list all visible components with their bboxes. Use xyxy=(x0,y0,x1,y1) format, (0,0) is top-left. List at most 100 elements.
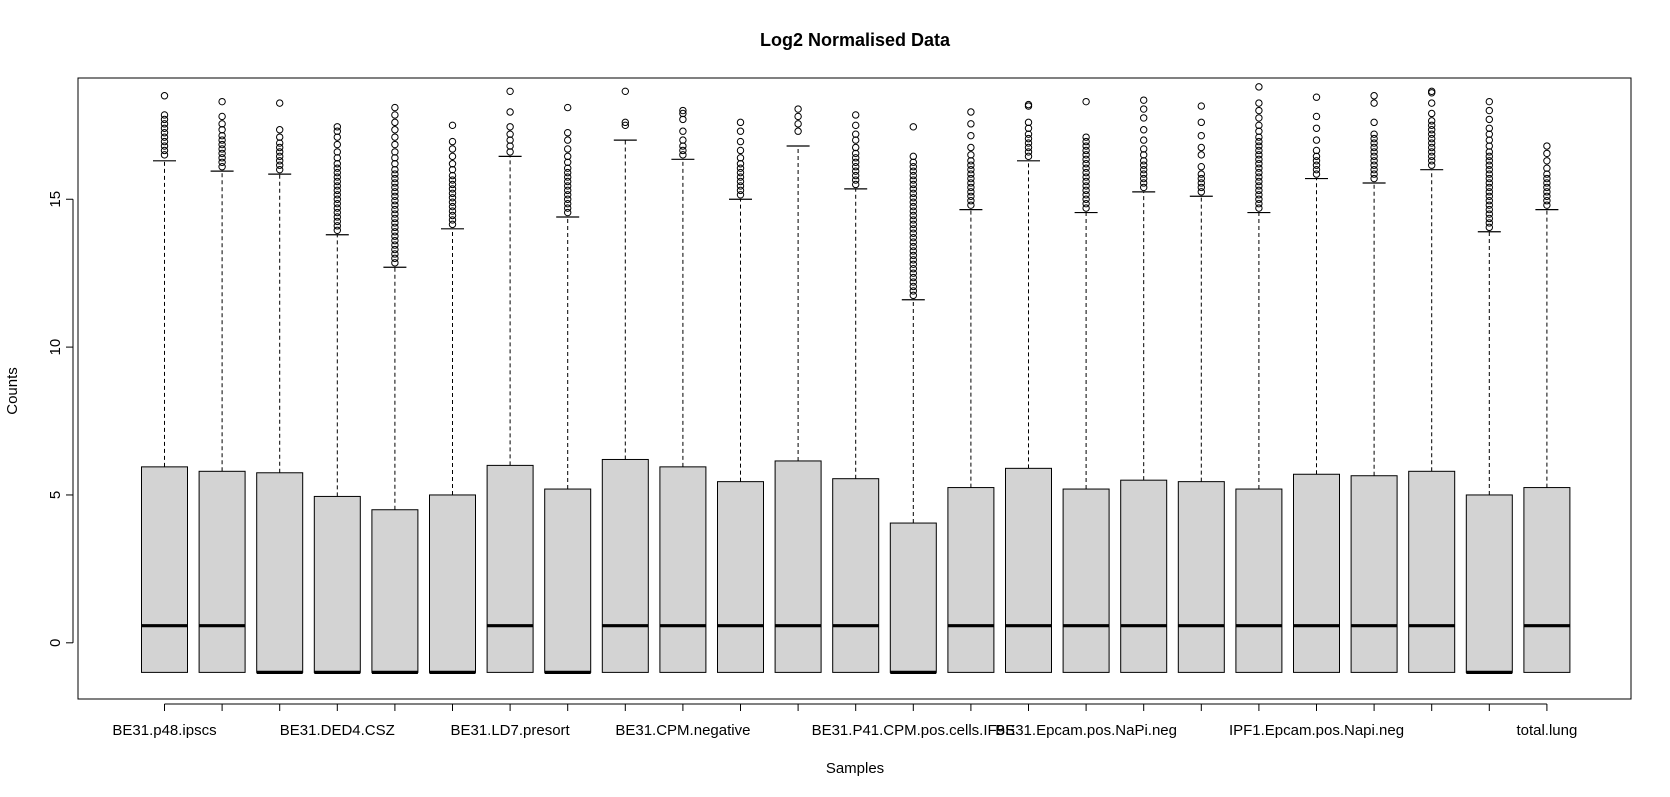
box-rect xyxy=(601,458,649,673)
box-1 xyxy=(141,92,188,673)
outlier-point xyxy=(1428,152,1436,161)
outlier-point xyxy=(1024,139,1033,147)
outlier-point xyxy=(448,176,457,184)
box-rect xyxy=(1177,481,1225,673)
outlier-point xyxy=(218,163,226,171)
outlier-point xyxy=(1255,204,1263,212)
y-axis: 0 5 10 15 xyxy=(47,191,74,647)
outlier-point xyxy=(1485,179,1494,187)
outlier-point xyxy=(1255,182,1263,190)
outlier-point xyxy=(794,120,802,128)
outlier-point xyxy=(1082,155,1090,164)
box-rect xyxy=(947,487,995,673)
x-tick-label: BE31.p48.ipscs xyxy=(112,722,216,739)
outlier-point xyxy=(1255,142,1263,150)
outlier-point xyxy=(679,146,687,155)
box-rect xyxy=(1235,488,1283,673)
x-tick-label: IPF1.Epcam.pos.Napi.neg xyxy=(1229,722,1404,739)
outlier-point xyxy=(1428,139,1436,147)
x-tick-label: BE31.LD7.presort xyxy=(450,722,570,739)
outlier-point xyxy=(1140,136,1148,144)
y-axis-title: Counts xyxy=(4,367,21,415)
box-rect xyxy=(544,488,592,673)
outlier-point xyxy=(448,145,457,153)
box-rect xyxy=(1523,487,1571,673)
outlier-point xyxy=(1543,183,1551,192)
outlier-point xyxy=(1082,137,1090,146)
outlier-point xyxy=(909,251,917,260)
outlier-point xyxy=(1428,161,1436,169)
outlier-point xyxy=(1024,148,1033,156)
outlier-point xyxy=(1197,131,1206,140)
outlier-point xyxy=(218,120,226,128)
box-23 xyxy=(1408,87,1456,673)
outlier-point xyxy=(1428,143,1436,152)
outlier-point xyxy=(506,123,514,131)
outlier-point xyxy=(391,126,399,134)
outlier-point xyxy=(1428,87,1436,96)
outlier-point xyxy=(736,182,745,190)
outlier-point xyxy=(448,194,457,202)
outlier-point xyxy=(1255,151,1263,159)
x-tick-label: BE31.CPM.negative xyxy=(615,722,750,739)
box-rect xyxy=(774,460,822,673)
outlier-point xyxy=(736,177,745,186)
outlier-point xyxy=(1255,164,1263,172)
outlier-point xyxy=(564,173,572,181)
outlier-point xyxy=(1543,142,1551,150)
outlier-point xyxy=(1140,96,1148,104)
outlier-point xyxy=(564,182,572,190)
outlier-point xyxy=(1255,83,1263,91)
outlier-point xyxy=(909,167,917,175)
outlier-point xyxy=(333,208,341,217)
plot-frame xyxy=(77,77,1632,700)
box-24 xyxy=(1465,97,1513,674)
outlier-point xyxy=(448,160,457,168)
outlier-point xyxy=(1255,177,1263,186)
outlier-point xyxy=(160,151,169,159)
outlier-point xyxy=(736,137,745,146)
outlier-point xyxy=(1082,199,1090,208)
box-rect xyxy=(313,495,361,673)
outlier-point xyxy=(333,226,341,234)
outlier-point xyxy=(1255,168,1263,177)
outlier-point xyxy=(852,130,860,138)
outlier-point xyxy=(621,118,629,127)
outlier-point xyxy=(391,118,399,127)
outlier-point xyxy=(1140,170,1148,178)
outlier-point xyxy=(679,109,687,118)
outlier-point xyxy=(1082,142,1090,150)
outlier-point xyxy=(506,130,514,138)
box-19 xyxy=(1177,102,1225,673)
outlier-point xyxy=(1485,165,1494,174)
box-rect xyxy=(889,522,937,673)
outlier-point xyxy=(564,145,572,153)
outlier-point xyxy=(333,222,341,230)
outlier-point xyxy=(736,127,745,135)
outlier-point xyxy=(852,158,860,166)
outlier-point xyxy=(967,143,975,152)
outlier-point xyxy=(218,149,226,158)
outlier-point xyxy=(1370,99,1378,107)
outlier-point xyxy=(1082,173,1090,181)
outlier-point xyxy=(967,165,975,174)
outlier-point xyxy=(1197,151,1206,159)
outlier-point xyxy=(736,173,745,181)
outlier-point xyxy=(1024,118,1033,127)
outlier-point xyxy=(448,216,457,224)
outlier-point xyxy=(794,112,802,121)
box-rect xyxy=(486,464,534,673)
outlier-point xyxy=(333,123,341,131)
y-tick-label: 10 xyxy=(47,339,64,356)
outlier-point xyxy=(1140,183,1148,192)
outlier-point xyxy=(218,136,226,144)
outlier-point xyxy=(1312,124,1321,132)
outlier-point xyxy=(276,157,284,165)
outlier-point xyxy=(736,186,745,195)
outlier-point xyxy=(967,170,975,178)
outlier-point xyxy=(1485,174,1494,183)
outlier-point xyxy=(1428,126,1436,134)
outlier-point xyxy=(391,250,399,258)
outlier-point xyxy=(276,126,284,134)
outlier-point xyxy=(391,148,399,156)
